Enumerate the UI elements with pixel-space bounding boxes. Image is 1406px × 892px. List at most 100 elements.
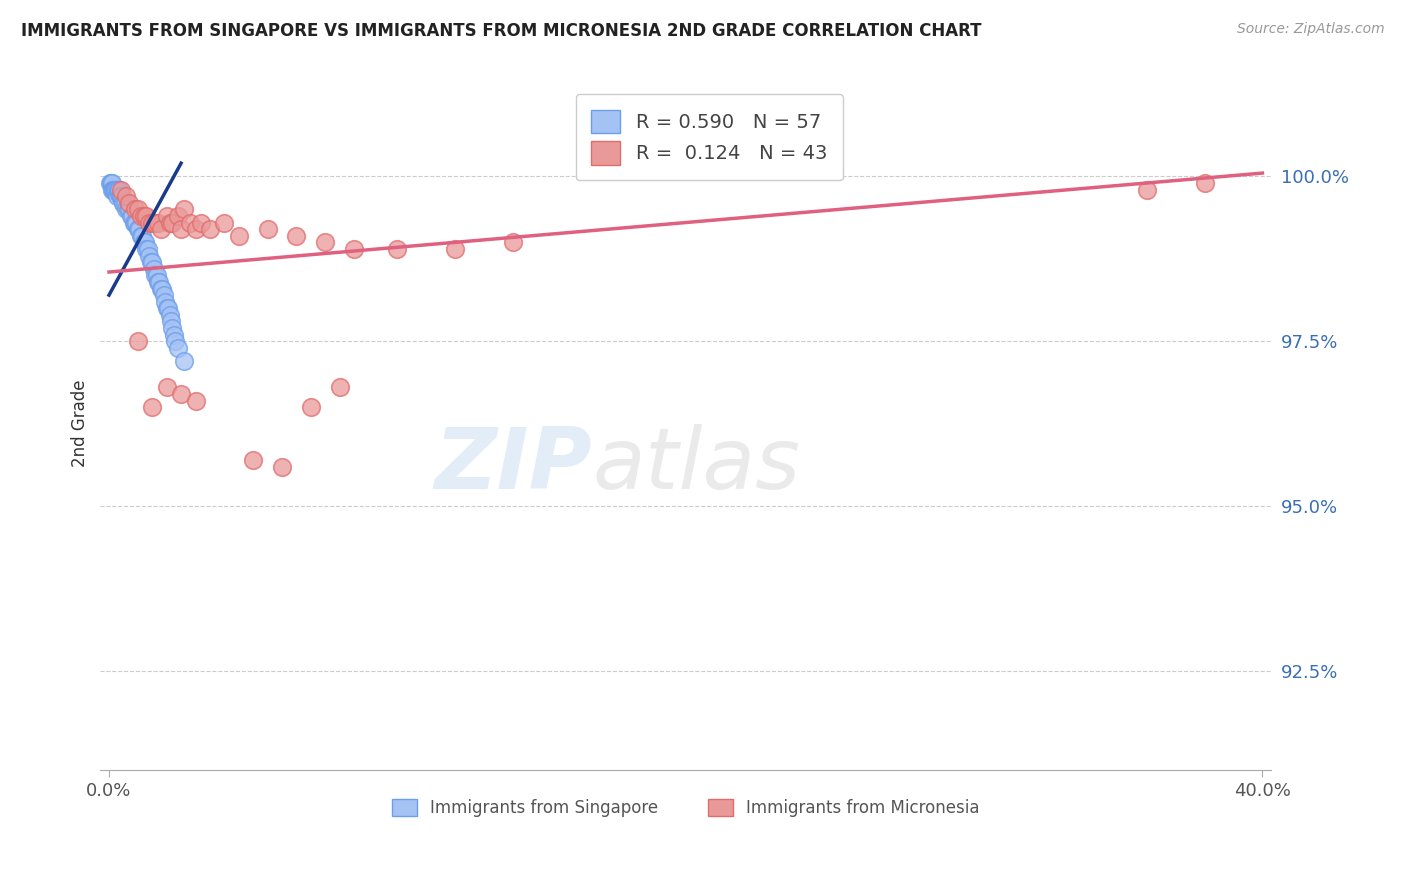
Point <box>121 209 143 223</box>
Point <box>167 209 190 223</box>
Point <box>138 248 160 262</box>
Point <box>156 301 179 316</box>
Point <box>160 314 183 328</box>
Point <box>135 242 157 256</box>
Point <box>139 255 162 269</box>
Point <box>122 215 145 229</box>
Point <box>111 195 134 210</box>
Point <box>141 255 163 269</box>
Point <box>103 183 125 197</box>
Point <box>143 215 166 229</box>
Point <box>343 242 366 256</box>
Point <box>104 183 127 197</box>
Text: atlas: atlas <box>592 424 800 507</box>
Point <box>101 183 124 197</box>
Point <box>105 189 128 203</box>
Point <box>256 222 278 236</box>
Point <box>159 308 181 322</box>
Point <box>150 281 173 295</box>
Point <box>173 354 195 368</box>
Point <box>145 268 167 283</box>
Point <box>152 288 174 302</box>
Point <box>285 228 308 243</box>
Point <box>127 202 149 217</box>
Point <box>118 195 141 210</box>
Point <box>125 215 148 229</box>
Point <box>112 195 135 210</box>
Point <box>127 334 149 349</box>
Point <box>107 183 129 197</box>
Point <box>146 275 169 289</box>
Legend: Immigrants from Singapore, Immigrants from Micronesia: Immigrants from Singapore, Immigrants fr… <box>385 792 987 824</box>
Point <box>163 327 186 342</box>
Point <box>120 209 142 223</box>
Point <box>118 202 141 217</box>
Point <box>156 380 179 394</box>
Point <box>115 189 138 203</box>
Point <box>179 215 201 229</box>
Point <box>111 189 134 203</box>
Point <box>104 183 127 197</box>
Point <box>173 202 195 217</box>
Text: ZIP: ZIP <box>434 424 592 507</box>
Point <box>162 321 184 335</box>
Point <box>128 222 150 236</box>
Text: Source: ZipAtlas.com: Source: ZipAtlas.com <box>1237 22 1385 37</box>
Point <box>110 183 132 197</box>
Point <box>115 202 138 217</box>
Point <box>142 261 165 276</box>
Point <box>167 341 190 355</box>
Point <box>387 242 409 256</box>
Point <box>156 209 179 223</box>
Point <box>1136 183 1159 197</box>
Point <box>214 215 236 229</box>
Point <box>100 176 122 190</box>
Point <box>134 235 156 250</box>
Point <box>184 222 207 236</box>
Point <box>1194 176 1216 190</box>
Point <box>228 228 250 243</box>
Point <box>162 215 184 229</box>
Point <box>190 215 212 229</box>
Point <box>114 195 136 210</box>
Point <box>141 401 163 415</box>
Point <box>138 215 160 229</box>
Point <box>170 222 193 236</box>
Point <box>141 215 163 229</box>
Point <box>124 215 146 229</box>
Point <box>143 268 166 283</box>
Point <box>444 242 467 256</box>
Point <box>165 334 187 349</box>
Text: IMMIGRANTS FROM SINGAPORE VS IMMIGRANTS FROM MICRONESIA 2ND GRADE CORRELATION CH: IMMIGRANTS FROM SINGAPORE VS IMMIGRANTS … <box>21 22 981 40</box>
Point <box>132 209 155 223</box>
Point <box>149 222 172 236</box>
Point <box>502 235 524 250</box>
Y-axis label: 2nd Grade: 2nd Grade <box>72 380 89 467</box>
Point <box>136 242 159 256</box>
Point <box>107 183 129 197</box>
Point <box>329 380 352 394</box>
Point <box>155 294 177 309</box>
Point <box>105 183 128 197</box>
Point <box>184 393 207 408</box>
Point <box>110 189 132 203</box>
Point <box>314 235 336 250</box>
Point <box>149 281 172 295</box>
Point <box>157 301 180 316</box>
Point <box>131 228 153 243</box>
Point <box>132 235 155 250</box>
Point <box>242 453 264 467</box>
Point <box>101 176 124 190</box>
Point <box>103 183 125 197</box>
Point <box>198 222 221 236</box>
Point <box>129 209 152 223</box>
Point <box>135 209 157 223</box>
Point <box>117 202 139 217</box>
Point <box>271 459 294 474</box>
Point <box>108 183 131 197</box>
Point <box>148 275 170 289</box>
Point <box>100 176 122 190</box>
Point <box>108 189 131 203</box>
Point <box>124 202 146 217</box>
Point <box>146 215 169 229</box>
